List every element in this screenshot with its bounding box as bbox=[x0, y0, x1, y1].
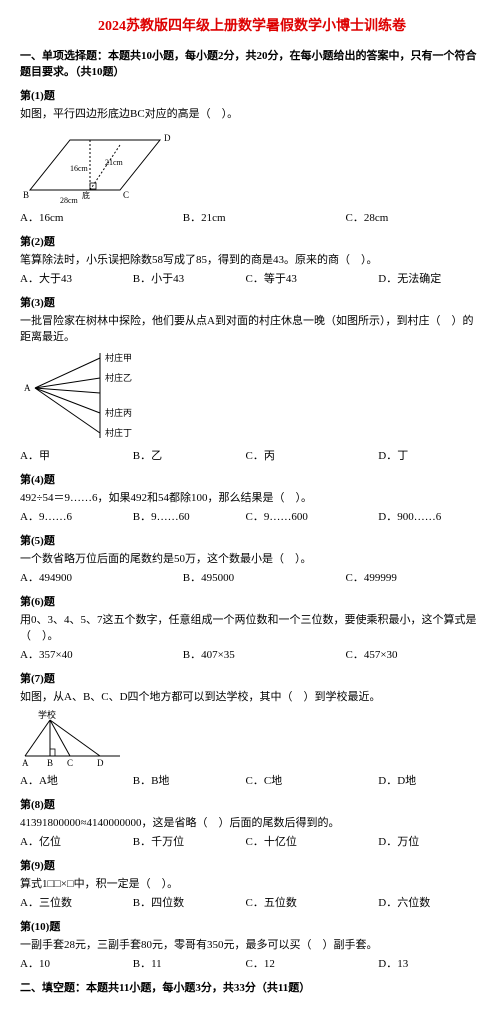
page-title: 2024苏教版四年级上册数学暑假数学小博士训练卷 bbox=[20, 15, 484, 35]
q7-num: 第(7)题 bbox=[20, 670, 484, 686]
q6-opt-a: A．357×40 bbox=[20, 646, 180, 662]
q6-num: 第(6)题 bbox=[20, 593, 484, 609]
q2-opt-a: A．大于43 bbox=[20, 270, 130, 286]
q5-options: A．494900 B．495000 C．499999 bbox=[20, 569, 484, 585]
q3-opt-d: D．丁 bbox=[378, 447, 408, 463]
q10-opt-d: D．13 bbox=[378, 955, 408, 971]
q5-opt-b: B．495000 bbox=[183, 569, 343, 585]
svg-text:村庄丙: 村庄丙 bbox=[105, 407, 132, 418]
q4-options: A．9……6 B．9……60 C．9……600 D．900……6 bbox=[20, 508, 484, 524]
q4-opt-d: D．900……6 bbox=[378, 508, 441, 524]
q3-num: 第(3)题 bbox=[20, 294, 484, 310]
svg-text:村庄丁: 村庄丁 bbox=[105, 427, 132, 438]
q10-opt-c: C．12 bbox=[246, 955, 376, 971]
section-1-header: 一、单项选择题：本题共10小题，每小题2分，共20分，在每小题给出的答案中，只有… bbox=[20, 47, 484, 79]
q6-text: 用0、3、4、5、7这五个数字，任意组成一个两位数和一个三位数，要使乘积最小，这… bbox=[20, 611, 484, 643]
svg-text:D: D bbox=[164, 133, 171, 143]
q8-opt-b: B．千万位 bbox=[133, 833, 243, 849]
q8-options: A．亿位 B．千万位 C．十亿位 D．万位 bbox=[20, 833, 484, 849]
q8-num: 第(8)题 bbox=[20, 796, 484, 812]
q1-opt-b: B．21cm bbox=[183, 209, 343, 225]
q7-options: A．A地 B．B地 C．C地 D．D地 bbox=[20, 772, 484, 788]
svg-text:底: 底 bbox=[82, 190, 90, 200]
q9-options: A．三位数 B．四位数 C．五位数 D．六位数 bbox=[20, 894, 484, 910]
q2-opt-b: B．小于43 bbox=[133, 270, 243, 286]
q2-opt-c: C．等于43 bbox=[246, 270, 376, 286]
q8-text: 41391800000≈4140000000，这是省略（ ）后面的尾数后得到的。 bbox=[20, 814, 484, 830]
q7-opt-d: D．D地 bbox=[378, 772, 416, 788]
q1-opt-c: C．28cm bbox=[346, 209, 389, 225]
q7-figure: 学校 A B C D bbox=[20, 708, 130, 768]
q3-options: A．甲 B．乙 C．丙 D．丁 bbox=[20, 447, 484, 463]
q7-opt-b: B．B地 bbox=[133, 772, 243, 788]
q6-opt-c: C．457×30 bbox=[346, 646, 398, 662]
svg-text:21cm: 21cm bbox=[105, 158, 124, 167]
q3-opt-b: B．乙 bbox=[133, 447, 243, 463]
svg-text:学校: 学校 bbox=[38, 709, 56, 720]
q10-opt-a: A．10 bbox=[20, 955, 130, 971]
q10-options: A．10 B．11 C．12 D．13 bbox=[20, 955, 484, 971]
q9-opt-d: D．六位数 bbox=[378, 894, 430, 910]
q7-opt-a: A．A地 bbox=[20, 772, 130, 788]
q6-options: A．357×40 B．407×35 C．457×30 bbox=[20, 646, 484, 662]
svg-text:C: C bbox=[67, 758, 73, 768]
q9-opt-a: A．三位数 bbox=[20, 894, 130, 910]
svg-text:B: B bbox=[47, 758, 53, 768]
q5-num: 第(5)题 bbox=[20, 532, 484, 548]
svg-text:A: A bbox=[24, 383, 31, 393]
q10-opt-b: B．11 bbox=[133, 955, 243, 971]
q6-opt-b: B．407×35 bbox=[183, 646, 343, 662]
q2-text: 笔算除法时，小乐误把除数58写成了85，得到的商是43。原来的商（ ）。 bbox=[20, 251, 484, 267]
q5-text: 一个数省略万位后面的尾数约是50万，这个数最小是（ ）。 bbox=[20, 550, 484, 566]
svg-text:B: B bbox=[23, 190, 29, 200]
q1-options: A．16cm B．21cm C．28cm bbox=[20, 209, 484, 225]
q10-num: 第(10)题 bbox=[20, 918, 484, 934]
q3-figure: A 村庄甲 村庄乙 村庄丙 村庄丁 bbox=[20, 348, 180, 443]
svg-text:A: A bbox=[22, 758, 29, 768]
q1-num: 第(1)题 bbox=[20, 87, 484, 103]
svg-text:16cm: 16cm bbox=[70, 164, 89, 173]
q8-opt-a: A．亿位 bbox=[20, 833, 130, 849]
q9-opt-c: C．五位数 bbox=[246, 894, 376, 910]
q3-opt-c: C．丙 bbox=[246, 447, 376, 463]
q2-options: A．大于43 B．小于43 C．等于43 D．无法确定 bbox=[20, 270, 484, 286]
q5-opt-c: C．499999 bbox=[346, 569, 397, 585]
q9-num: 第(9)题 bbox=[20, 857, 484, 873]
q4-opt-c: C．9……600 bbox=[246, 508, 376, 524]
q7-opt-c: C．C地 bbox=[246, 772, 376, 788]
q10-text: 一副手套28元，三副手套80元，零哥有350元，最多可以买（ ）副手套。 bbox=[20, 936, 484, 952]
q3-opt-a: A．甲 bbox=[20, 447, 130, 463]
q8-opt-c: C．十亿位 bbox=[246, 833, 376, 849]
q2-num: 第(2)题 bbox=[20, 233, 484, 249]
svg-text:28cm: 28cm bbox=[60, 196, 79, 205]
q9-opt-b: B．四位数 bbox=[133, 894, 243, 910]
q4-opt-a: A．9……6 bbox=[20, 508, 130, 524]
section-2-header: 二、填空题：本题共11小题，每小题3分，共33分（共11题） bbox=[20, 979, 484, 995]
q7-text: 如图，从A、B、C、D四个地方都可以到达学校，其中（ ）到学校最近。 bbox=[20, 688, 484, 704]
q2-opt-d: D．无法确定 bbox=[378, 270, 441, 286]
q4-num: 第(4)题 bbox=[20, 471, 484, 487]
q1-figure: D C B 16cm 21cm 28cm 底 bbox=[20, 125, 190, 205]
q5-opt-a: A．494900 bbox=[20, 569, 180, 585]
svg-text:村庄甲: 村庄甲 bbox=[105, 352, 132, 363]
q1-opt-a: A．16cm bbox=[20, 209, 180, 225]
q9-text: 算式1□□×□中，积一定是（ ）。 bbox=[20, 875, 484, 891]
svg-text:D: D bbox=[97, 758, 104, 768]
svg-text:C: C bbox=[123, 190, 129, 200]
q4-opt-b: B．9……60 bbox=[133, 508, 243, 524]
q1-text: 如图，平行四边形底边BC对应的高是（ ）。 bbox=[20, 105, 484, 121]
svg-text:村庄乙: 村庄乙 bbox=[105, 372, 132, 383]
q4-text: 492÷54＝9……6，如果492和54都除100，那么结果是（ ）。 bbox=[20, 489, 484, 505]
q8-opt-d: D．万位 bbox=[378, 833, 419, 849]
q3-text: 一批冒险家在树林中探险，他们要从点A到对面的村庄休息一晚（如图所示），到村庄（ … bbox=[20, 312, 484, 344]
